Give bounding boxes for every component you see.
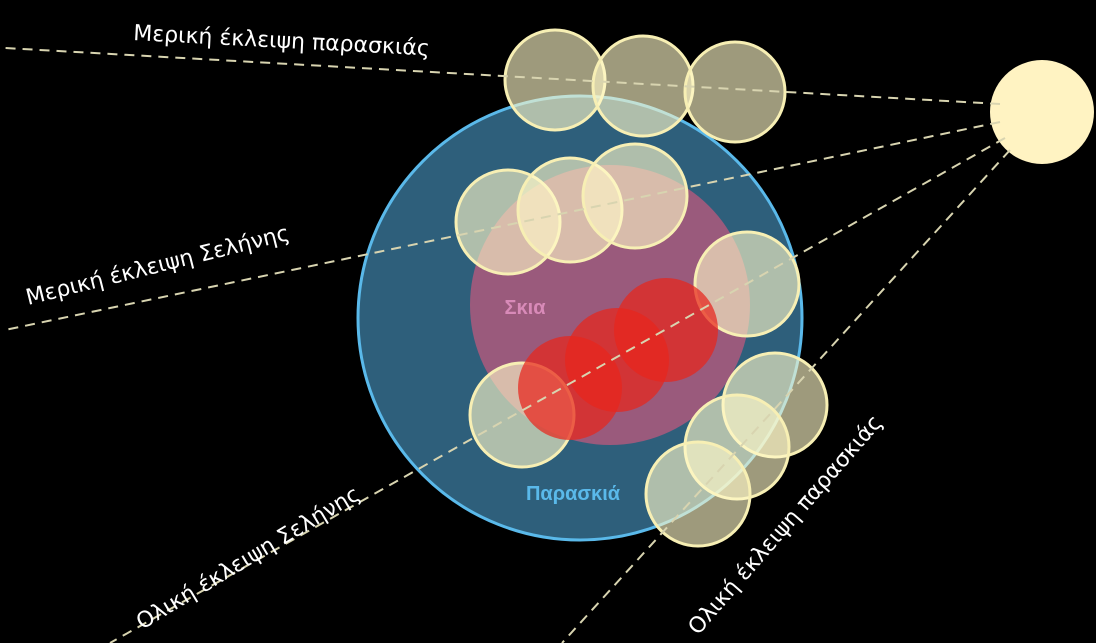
moon bbox=[581, 142, 689, 250]
rays bbox=[4, 47, 1011, 643]
umbra-label: Σκια bbox=[504, 297, 546, 319]
moon bbox=[591, 34, 695, 138]
moons bbox=[454, 28, 829, 548]
moon bbox=[683, 40, 787, 144]
eclipsed-moon bbox=[614, 278, 718, 382]
ray bbox=[4, 47, 1001, 105]
ray bbox=[561, 149, 1011, 643]
penumbra-label: Παρασκιά bbox=[526, 483, 621, 505]
ray bbox=[109, 137, 1006, 643]
sun bbox=[990, 60, 1094, 164]
